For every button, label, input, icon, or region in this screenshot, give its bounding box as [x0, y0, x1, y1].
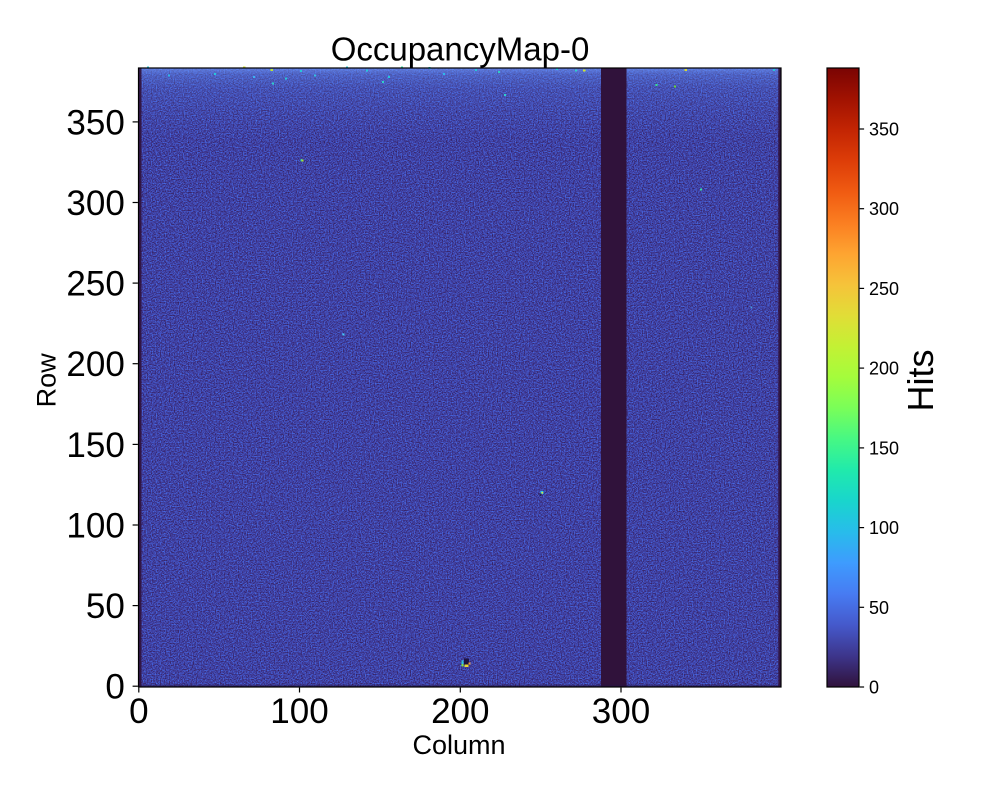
svg-text:250: 250	[66, 265, 124, 304]
svg-text:0: 0	[129, 692, 148, 731]
svg-text:300: 300	[66, 184, 124, 223]
svg-text:350: 350	[66, 103, 124, 142]
svg-text:50: 50	[86, 587, 125, 626]
svg-text:250: 250	[869, 279, 899, 299]
svg-text:Hits: Hits	[900, 350, 941, 412]
svg-text:Row: Row	[32, 353, 62, 408]
svg-text:150: 150	[66, 426, 124, 465]
svg-text:100: 100	[270, 692, 328, 731]
svg-text:100: 100	[869, 518, 899, 538]
svg-text:50: 50	[869, 598, 889, 618]
svg-text:300: 300	[592, 692, 650, 731]
svg-text:100: 100	[66, 507, 124, 546]
svg-text:150: 150	[869, 438, 899, 458]
svg-text:0: 0	[105, 668, 124, 707]
svg-text:200: 200	[431, 692, 489, 731]
svg-text:300: 300	[869, 199, 899, 219]
svg-text:350: 350	[869, 120, 899, 140]
svg-text:200: 200	[66, 345, 124, 384]
svg-text:0: 0	[869, 678, 879, 698]
svg-text:OccupancyMap-0: OccupancyMap-0	[331, 31, 590, 68]
svg-text:Column: Column	[412, 730, 505, 760]
svg-text:200: 200	[869, 359, 899, 379]
